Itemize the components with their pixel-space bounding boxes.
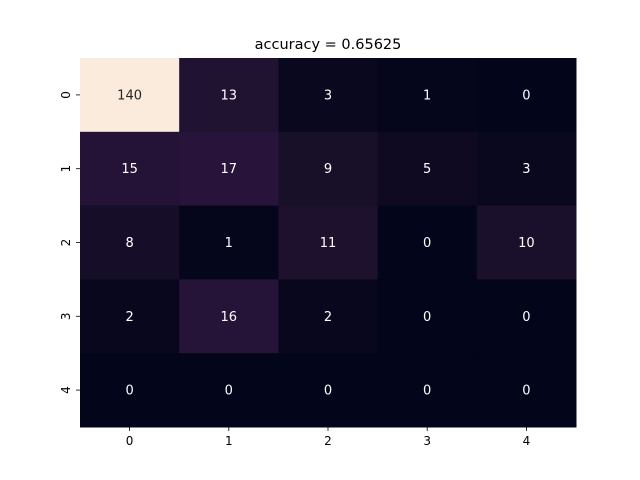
heatmap-cell-r4-c4 [476,353,577,428]
cell-value-label-r1-c0: 15 [121,162,138,177]
cell-value-label-r4-c0: 0 [125,384,133,399]
x-tick-label: 3 [423,434,431,448]
heatmap-cell-r1-c2 [278,131,379,207]
cell-value-label-r2-c3: 0 [423,236,431,251]
chart-title: accuracy = 0.65625 [255,37,402,53]
heatmap-cell-r1-c3 [377,131,478,207]
cell-value-label-r3-c2: 2 [324,310,332,325]
heatmap-cell-r4-c1 [179,353,279,428]
x-tick-label: 2 [324,434,332,448]
x-axis: 0 1 2 3 4 [126,427,530,448]
cell-value-label-r2-c1: 1 [225,236,233,251]
heatmap-cell-r4-c3 [377,353,478,428]
heatmap-cell-r0-c4 [476,58,577,133]
heatmap-cell-r1-c4 [476,131,577,207]
heatmap-cell-r2-c1 [179,205,279,280]
cell-value-label-r3-c0: 2 [125,310,133,325]
heatmap-cell-r0-c0 [80,58,180,133]
cell-value-label-r3-c3: 0 [423,310,431,325]
cell-value-label-r4-c2: 0 [324,384,332,399]
x-tick-label: 4 [523,434,531,448]
heatmap-cell-r0-c1 [179,58,279,133]
cell-value-label-r1-c1: 17 [221,162,238,177]
heatmap-cell-r1-c0 [80,131,180,207]
cell-value-label-r3-c4: 0 [522,310,530,325]
heatmap-cells: 140 13 3 1 015 17 9 5 38 1 11 0 102 16 2 0 00 0 0 0 0 [80,58,577,428]
cell-value-label-r1-c4: 3 [522,162,530,177]
y-tick-label: 2 [59,239,73,247]
heatmap-cell-r4-c2 [278,353,379,428]
cell-value-label-r4-c4: 0 [522,384,530,399]
heatmap-cell-r3-c2 [278,279,379,354]
heatmap-cell-r2-c3 [377,205,478,280]
cell-value-label-r2-c2: 11 [320,236,337,251]
heatmap-cell-r3-c3 [377,279,478,354]
cell-value-label-r1-c3: 5 [423,162,431,177]
heatmap-cell-r1-c1 [179,131,279,207]
y-tick-label: 0 [59,91,73,99]
heatmap-cell-r2-c0 [80,205,180,280]
cell-value-label-r2-c4: 10 [518,236,535,251]
heatmap-cell-r0-c3 [377,58,478,133]
y-tick-label: 3 [59,312,73,320]
y-axis: 0 1 2 3 4 [59,91,80,394]
heatmap-cell-r0-c2 [278,58,379,133]
y-tick-label: 1 [59,165,73,173]
cell-value-label-r0-c1: 13 [221,88,238,103]
cell-value-label-r0-c2: 3 [324,88,332,103]
y-tick-label: 4 [59,386,73,394]
cell-value-label-r0-c0: 140 [117,88,142,103]
heatmap-cell-r2-c2 [278,205,379,280]
cell-value-label-r4-c3: 0 [423,384,431,399]
cell-value-label-r0-c4: 0 [522,88,530,103]
x-tick-label: 0 [126,434,134,448]
heatmap-cell-r3-c4 [476,279,577,354]
heatmap-cell-r4-c0 [80,353,180,428]
cell-value-label-r4-c1: 0 [225,384,233,399]
cell-value-label-r2-c0: 8 [125,236,133,251]
heatmap-cell-r3-c1 [179,279,279,354]
cell-value-label-r1-c2: 9 [324,162,332,177]
cell-value-label-r3-c1: 16 [221,310,238,325]
heatmap-cell-r3-c0 [80,279,180,354]
cell-value-label-r0-c3: 1 [423,88,431,103]
heatmap-cell-r2-c4 [476,205,577,280]
x-tick-label: 1 [225,434,233,448]
